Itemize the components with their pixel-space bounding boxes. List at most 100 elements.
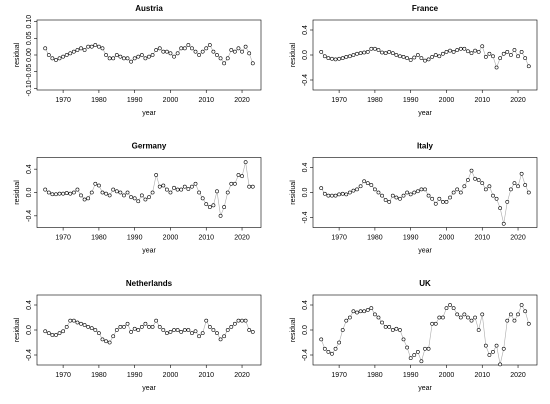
point [150,53,155,57]
point [157,184,162,189]
x-tick-label: 2000 [439,97,455,104]
point [207,205,212,209]
point [100,190,105,195]
point [494,65,499,70]
point [122,324,126,329]
y-tick-label: 0.05 [26,31,33,45]
point [97,183,101,188]
point [232,321,237,326]
point [190,331,194,336]
point [362,179,367,184]
point [218,213,223,218]
point [487,353,492,357]
point [512,181,517,186]
point [57,331,62,336]
point [437,196,442,201]
point [122,56,126,61]
point [491,349,495,354]
point [154,48,159,52]
point [516,54,520,59]
point [247,328,252,332]
point [344,54,349,59]
point [172,185,176,190]
panel-title: Germany [132,142,167,151]
point [408,356,413,361]
point [97,44,101,49]
x-tick-label: 1980 [91,234,107,241]
point [365,308,370,312]
y-tick-label: 0.0 [26,325,33,335]
point [401,337,406,342]
point [68,318,73,323]
x-tick-label: 1970 [331,97,347,104]
point [362,309,367,314]
point [347,190,352,195]
point [139,324,144,329]
point [440,315,445,320]
point [498,362,503,367]
x-tick-label: 1980 [91,97,107,104]
point [179,329,184,334]
point [61,54,66,59]
point [43,329,48,334]
point [86,44,91,49]
point [93,43,98,47]
point [523,56,528,61]
point [89,326,94,331]
panel-title: Italy [417,142,434,151]
x-axis-label: year [418,385,432,392]
point [344,192,349,197]
point [71,318,76,323]
y-tick-label: 0.4 [302,300,309,310]
point [247,184,252,189]
point [125,56,130,61]
point [330,193,334,198]
point [483,54,488,59]
point [351,53,356,57]
point [79,193,83,198]
x-tick-label: 1970 [55,234,71,241]
point [168,51,173,56]
point [505,318,510,323]
point [326,56,331,61]
point [64,191,69,195]
y-tick-label: -0.4 [302,349,309,361]
point [498,56,503,61]
point [222,334,227,339]
point [147,195,151,200]
point [322,191,327,196]
point [150,190,155,195]
x-tick-label: 1990 [127,372,143,379]
y-axis-label: residual [14,180,21,205]
point [114,189,119,194]
point [433,201,438,206]
point [469,168,474,173]
point [190,46,194,51]
point [207,324,212,329]
point [186,43,191,47]
y-tick-label: 0.0 [302,50,309,60]
point [61,329,66,334]
x-tick-label: 2010 [474,372,490,379]
point [82,197,87,202]
x-tick-label: 2000 [163,97,179,104]
point [487,184,492,189]
y-tick-label: -0.4 [26,210,33,222]
point [186,187,191,191]
point [232,49,237,54]
point [376,48,381,52]
point [118,54,123,59]
point [373,312,377,317]
y-axis-label: residual [290,42,297,67]
x-tick-label: 2000 [163,372,179,379]
point [154,173,159,177]
point [347,54,352,59]
point [508,187,513,192]
point [358,184,363,189]
point [154,318,159,323]
point [516,184,520,189]
x-axis-label: year [142,385,156,392]
point [405,56,410,61]
x-axis-label: year [418,247,432,254]
